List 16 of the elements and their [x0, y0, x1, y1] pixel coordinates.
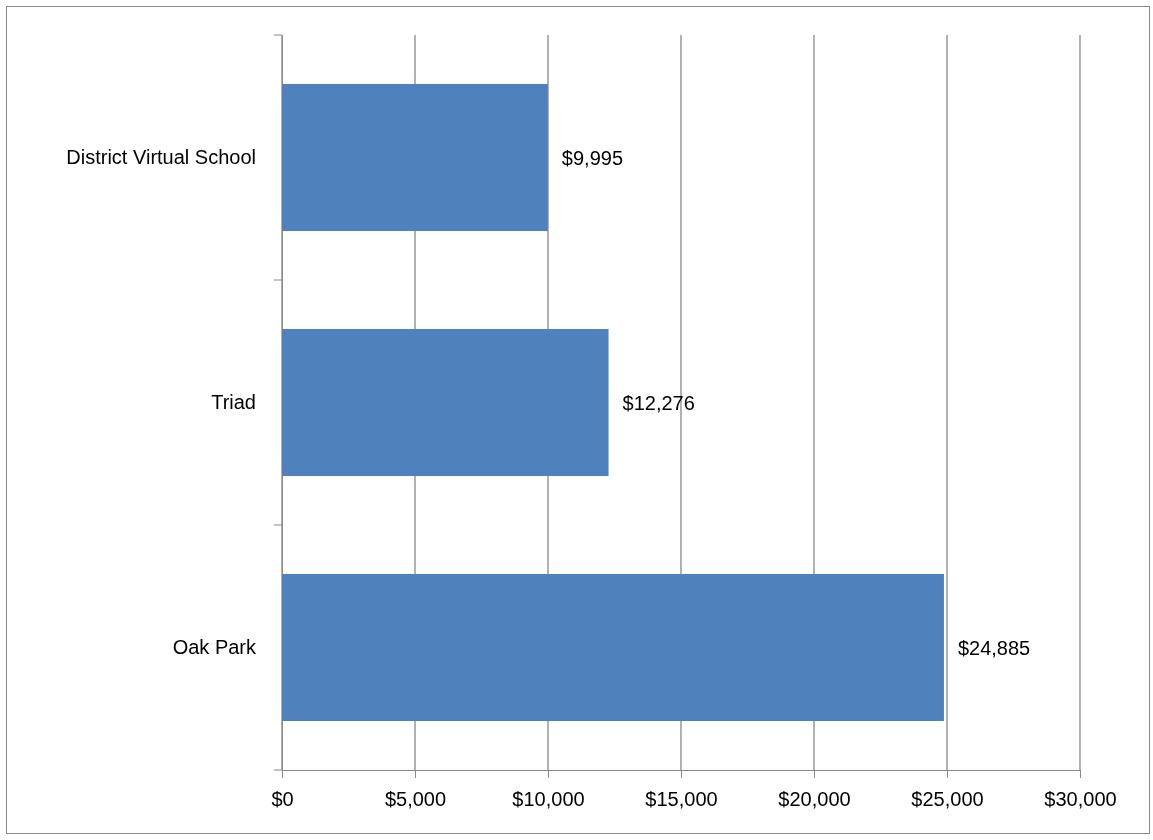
data-label: $24,885 — [957, 636, 1031, 659]
x-tick-label: $5,000 — [384, 788, 447, 811]
data-label: $12,276 — [622, 391, 695, 414]
y-tick-label: Oak Park — [172, 635, 257, 658]
x-tick-label: $15,000 — [645, 788, 718, 811]
x-tick-label: $25,000 — [911, 788, 984, 811]
x-tick-label: $20,000 — [778, 788, 851, 811]
x-tick-label: $0 — [271, 788, 294, 811]
y-tick-label: District Virtual School — [66, 145, 256, 168]
bar — [282, 329, 609, 476]
bar — [282, 84, 548, 231]
x-tick-label: $30,000 — [1044, 788, 1117, 811]
data-label: $9,995 — [561, 146, 624, 169]
y-tick-label: Triad — [211, 390, 256, 413]
x-tick-label: $10,000 — [512, 788, 585, 811]
bar — [282, 574, 944, 721]
